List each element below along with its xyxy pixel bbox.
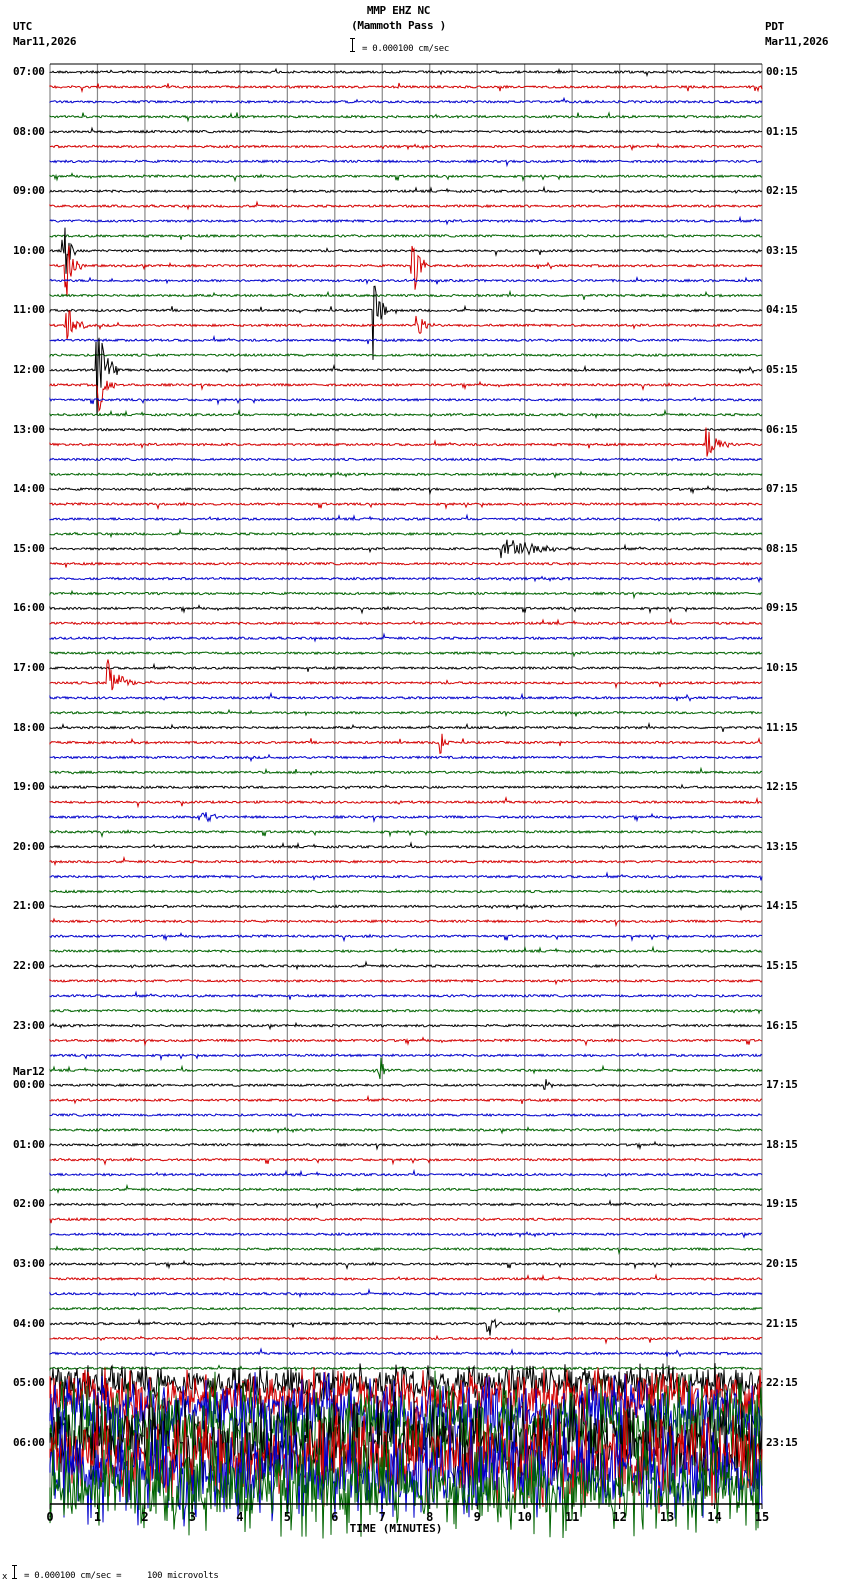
x-tick-label: 15 [755,1510,769,1524]
utc-hour-label: 18:00 [13,720,45,734]
utc-hour-label: 16:00 [13,601,45,615]
utc-hour-label: 08:00 [13,124,45,138]
pdt-hour-label: 06:15 [766,422,798,436]
utc-hour-label: 07:00 [13,65,45,78]
x-tick-label: 10 [517,1510,531,1524]
utc-hour-label: 22:00 [13,959,45,972]
pdt-hour-label: 02:15 [766,184,798,198]
x-tick-label: 13 [660,1510,674,1524]
x-tick-label: 1 [94,1510,101,1524]
utc-hour-label: 15:00 [13,541,45,555]
utc-hour-label: 20:00 [13,839,45,853]
pdt-hour-label: 15:15 [766,959,798,972]
x-tick-label: 5 [284,1510,291,1524]
pdt-hour-label: 23:15 [766,1435,798,1449]
pdt-hour-label: 20:15 [766,1257,798,1270]
utc-hour-label: 23:00 [13,1018,45,1032]
x-axis-label: TIME (MINUTES) [350,1522,443,1535]
pdt-hour-label: 12:15 [766,780,798,794]
pdt-hour-label: 19:15 [766,1197,798,1211]
header-scale-text: = 0.000100 cm/sec [362,44,450,54]
footer-marker: x [2,1572,8,1582]
x-tick-label: 2 [141,1510,148,1524]
utc-hour-label: 21:00 [13,899,45,913]
pdt-hour-label: 17:15 [766,1078,798,1092]
pdt-hour-label: 22:15 [766,1376,798,1390]
utc-hour-label: 14:00 [13,482,45,496]
right-timezone: PDT [765,20,784,33]
utc-hour-label: 19:00 [13,780,45,794]
utc-hour-label: 00:00 [13,1078,45,1092]
station-location: (Mammoth Pass ) [351,19,446,32]
pdt-hour-label: 08:15 [766,541,798,555]
pdt-hour-label: 01:15 [766,124,798,138]
pdt-hour-label: 10:15 [766,661,798,674]
pdt-hour-label: 16:15 [766,1018,798,1032]
pdt-hour-label: 18:15 [766,1137,798,1151]
pdt-hour-label: 11:15 [766,720,798,734]
x-tick-label: 9 [474,1510,481,1524]
station-title: MMP EHZ NC [366,4,431,17]
pdt-hour-label: 14:15 [766,899,798,913]
utc-hour-label: 05:00 [13,1376,45,1390]
pdt-hour-label: 00:15 [766,65,798,78]
utc-hour-label: 04:00 [13,1316,45,1330]
x-tick-label: 11 [565,1510,579,1524]
right-date: Mar11,2026 [765,35,829,48]
x-tick-label: 0 [46,1510,53,1524]
pdt-hour-label: 04:15 [766,303,798,317]
pdt-hour-label: 09:15 [766,601,798,615]
x-tick-label: 8 [426,1510,433,1524]
pdt-hour-label: 05:15 [766,363,798,376]
x-tick-label: 12 [612,1510,626,1524]
utc-hour-label: 06:00 [13,1435,45,1449]
left-date: Mar11,2026 [13,35,77,48]
utc-hour-label: 11:00 [13,303,45,317]
pdt-hour-label: 07:15 [766,482,798,496]
utc-hour-label: 10:00 [13,243,45,257]
utc-hour-label: 17:00 [13,661,45,674]
pdt-hour-label: 21:15 [766,1316,798,1330]
utc-hour-label: 03:00 [13,1257,45,1270]
utc-hour-label: 13:00 [13,422,45,436]
x-tick-label: 4 [236,1510,243,1524]
scale-bar-icon [350,38,357,52]
utc-hour-label: 12:00 [13,363,45,376]
left-timezone: UTC [13,20,32,33]
utc-hour-label: 09:00 [13,184,45,198]
utc-hour-label: 02:00 [13,1197,45,1211]
footer-scale-text: = 0.000100 cm/sec = 100 microvolts [24,1571,219,1581]
x-tick-label: 14 [707,1510,721,1524]
utc-hour-label: 01:00 [13,1137,45,1151]
pdt-hour-label: 03:15 [766,243,798,257]
footer-scale-bar-icon [12,1565,19,1579]
x-tick-label: 7 [379,1510,386,1524]
x-tick-label: 3 [189,1510,196,1524]
x-tick-label: 6 [331,1510,338,1524]
pdt-hour-label: 13:15 [766,839,798,853]
utc-date-label: Mar12 [13,1065,45,1079]
